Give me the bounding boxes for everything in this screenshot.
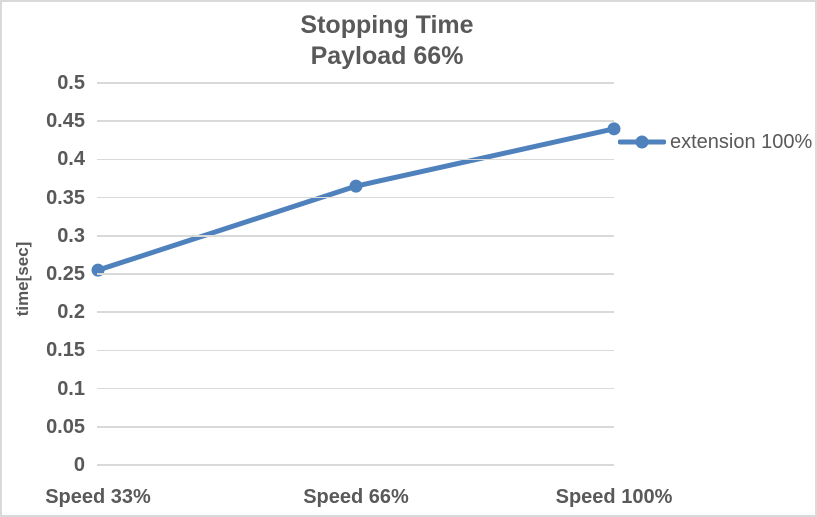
y-tick-label: 0.3 <box>57 224 85 247</box>
y-tick-label: 0.25 <box>46 263 85 285</box>
x-axis-label: Speed 33% <box>45 486 151 508</box>
x-axis-label: Speed 100% <box>555 486 673 508</box>
gridline <box>97 273 614 275</box>
y-tick-label: 0 <box>73 454 85 476</box>
gridline <box>97 311 614 313</box>
gridline <box>97 235 614 237</box>
x-axis-label: Speed 66% <box>303 486 409 508</box>
gridline <box>97 349 614 352</box>
gridline <box>97 196 614 199</box>
gridline <box>97 120 614 122</box>
y-tick-label: 0.15 <box>46 339 85 362</box>
legend-label: extension 100% <box>670 130 813 153</box>
y-tick-label: 0.2 <box>57 301 85 324</box>
data-point-marker <box>349 179 363 193</box>
gridline <box>97 387 614 390</box>
y-tick-label: 0.5 <box>57 72 85 94</box>
gridline <box>97 426 614 428</box>
chart-title: Stopping Time Payload 66% <box>2 10 772 72</box>
y-tick-label: 0.4 <box>57 148 85 171</box>
y-tick-label: 0.45 <box>46 110 85 133</box>
data-point-marker <box>607 122 621 136</box>
gridline <box>97 464 614 466</box>
chart-title-line2: Payload 66% <box>310 42 464 70</box>
series-line <box>95 126 617 273</box>
gridline <box>97 158 614 161</box>
y-tick-label: 0.05 <box>46 415 85 438</box>
legend-key-icon <box>618 135 666 149</box>
y-tick-label: 0.1 <box>57 377 85 400</box>
chart-title-line1: Stopping Time <box>300 11 474 39</box>
legend: extension 100% <box>618 128 812 156</box>
y-tick-label: 0.35 <box>46 186 85 209</box>
gridline <box>97 82 614 84</box>
